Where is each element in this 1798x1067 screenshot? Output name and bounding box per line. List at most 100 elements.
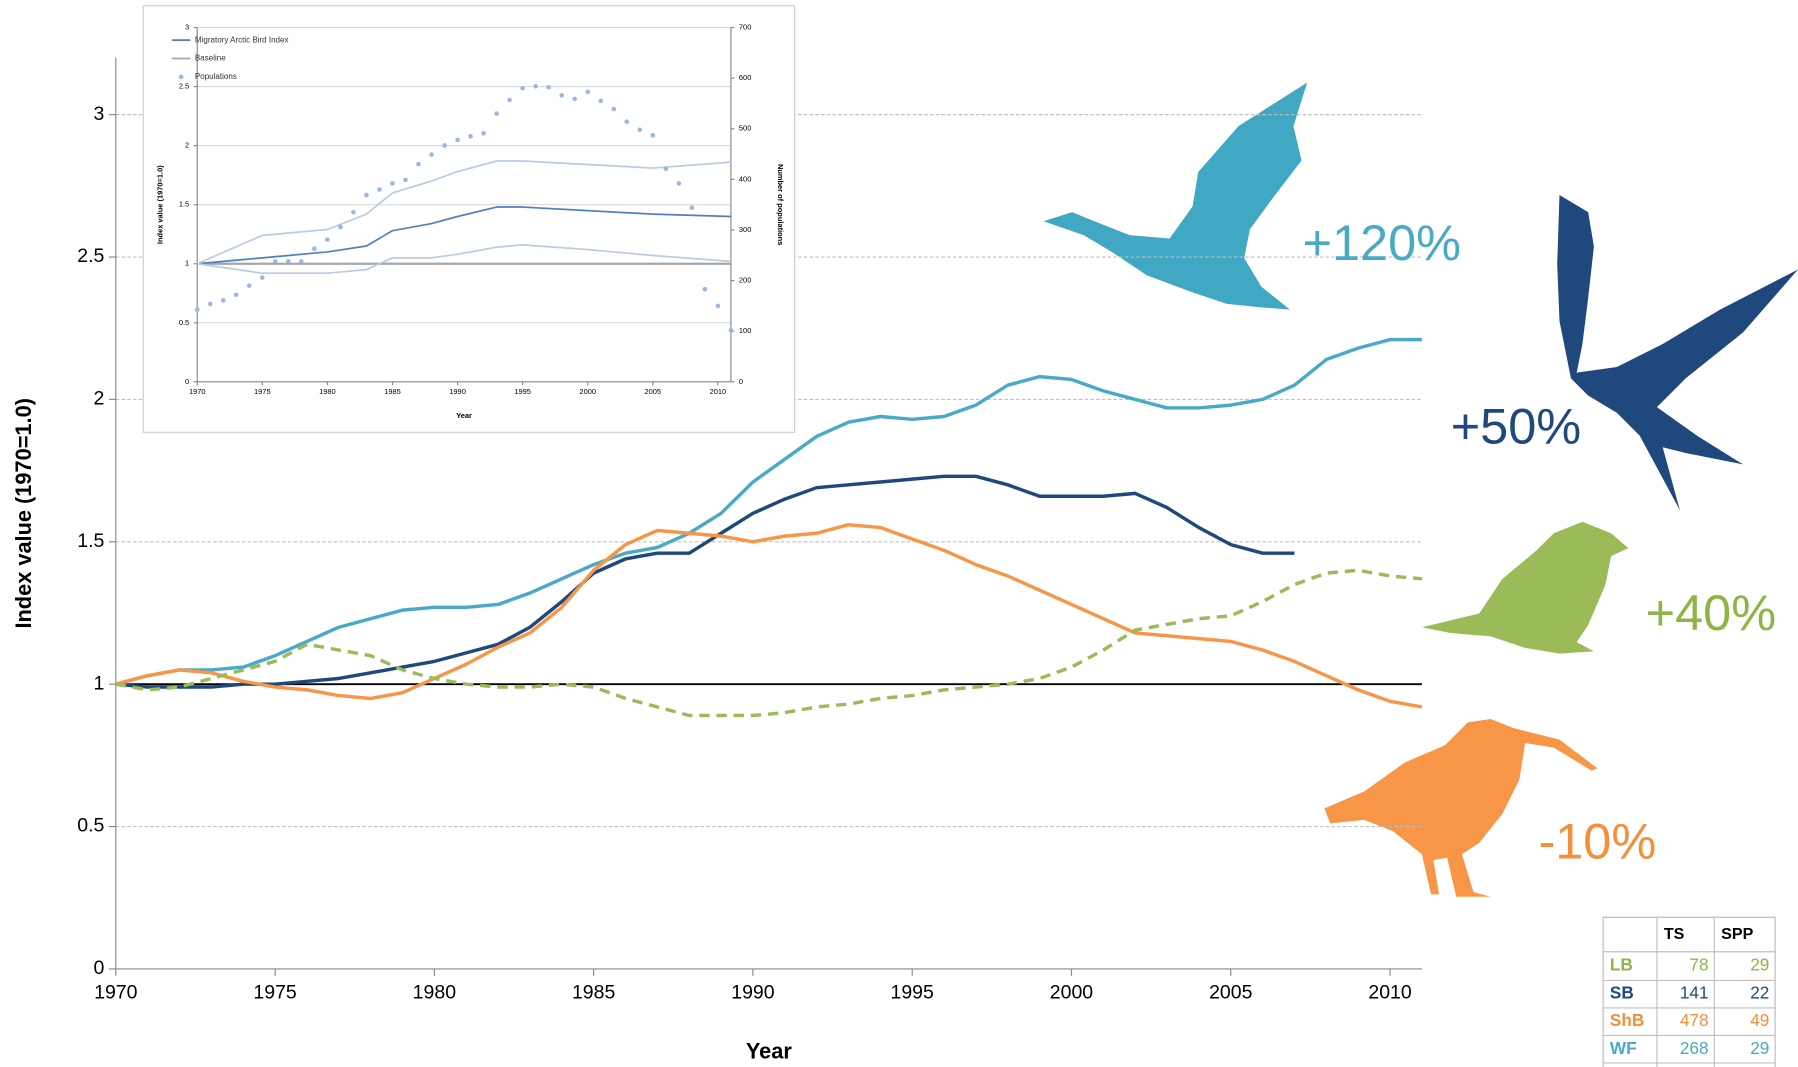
curlew-icon xyxy=(1324,718,1598,897)
x-tick-label: 1985 xyxy=(572,982,616,1004)
y-tick-label: 2 xyxy=(94,388,105,410)
x-tick-label: 1980 xyxy=(413,982,457,1004)
table-cell: 478 xyxy=(1680,1010,1709,1030)
x-tick-label: 2000 xyxy=(1050,982,1094,1004)
y2-tick-label: 500 xyxy=(739,124,751,133)
population-point xyxy=(390,181,395,186)
population-point xyxy=(702,286,708,292)
population-point xyxy=(728,327,734,333)
population-point xyxy=(299,259,304,264)
legend-label: Populations xyxy=(195,72,237,81)
population-point xyxy=(689,205,695,211)
swallow-icon xyxy=(1557,194,1798,511)
x-tick-label: 1990 xyxy=(731,982,775,1004)
y2-tick-label: 0 xyxy=(739,377,743,386)
population-point xyxy=(494,111,499,116)
legend-table: TS SPP LB 78 29 SB 141 22 ShB 478 49 WF 268 29 xyxy=(1602,916,1776,1067)
sparrow-icon xyxy=(1421,521,1629,654)
table-cell: 22 xyxy=(1750,983,1769,1003)
population-point xyxy=(663,166,669,172)
population-point xyxy=(233,292,239,298)
x-axis-title: Year xyxy=(746,1038,793,1063)
y-tick-label: 1.5 xyxy=(179,200,189,209)
table-cell: SB xyxy=(1610,983,1634,1003)
population-point xyxy=(364,192,369,198)
inset-chart: 0 0.5 1 1.5 2 2.5 3 0 100 200 300 400 500 600 700 1970 1… xyxy=(156,22,785,420)
population-point xyxy=(286,259,291,264)
x-tick-label: 1985 xyxy=(384,387,401,396)
table-cell: 268 xyxy=(1680,1038,1709,1058)
population-point xyxy=(715,303,721,309)
x-tick-label: 1995 xyxy=(514,387,531,396)
population-point xyxy=(403,177,408,183)
goose-icon xyxy=(1043,82,1308,310)
y-axis-title: Index value (1970=1.0) xyxy=(156,165,165,244)
population-point xyxy=(559,93,564,98)
population-point xyxy=(351,209,356,215)
x-tick-label: 1975 xyxy=(254,387,271,396)
x-tick-label: 2005 xyxy=(1209,982,1253,1004)
population-point xyxy=(207,301,213,307)
inset-frame xyxy=(142,5,796,433)
y-tick-label: 0.5 xyxy=(77,815,104,837)
x-tick-label: 1990 xyxy=(449,387,466,396)
table-header: SPP xyxy=(1721,925,1753,943)
y-tick-label: 2 xyxy=(185,141,189,150)
population-point xyxy=(481,131,486,136)
population-point xyxy=(194,307,200,312)
population-point xyxy=(624,119,630,124)
table-cell: 29 xyxy=(1750,955,1769,975)
x-tick-label: 2000 xyxy=(579,387,596,396)
legend-label: Baseline xyxy=(195,54,226,63)
x-tick-label: 2010 xyxy=(710,387,727,396)
x-tick-label: 1995 xyxy=(891,982,935,1004)
y2-tick-label: 600 xyxy=(739,73,751,82)
table-cell: 78 xyxy=(1689,955,1708,975)
series-line xyxy=(115,522,1423,709)
x-tick-label: 1970 xyxy=(189,387,206,396)
table-cell: LB xyxy=(1610,955,1633,975)
y-tick-label: 2.5 xyxy=(179,82,189,91)
change-annotation: +40% xyxy=(1646,584,1776,641)
series-line xyxy=(115,337,1422,686)
population-point xyxy=(611,106,617,112)
population-point xyxy=(637,127,643,133)
y2-axis-title: Number of populations xyxy=(776,164,785,245)
x-tick-label: 1975 xyxy=(253,982,297,1004)
series-line xyxy=(115,568,1423,718)
y2-tick-label: 100 xyxy=(739,326,751,335)
table-cell: ShB xyxy=(1610,1010,1644,1030)
population-point xyxy=(220,298,226,303)
population-point xyxy=(533,83,538,89)
y2-tick-label: 200 xyxy=(739,276,751,285)
population-point xyxy=(260,275,265,280)
population-point xyxy=(676,181,682,186)
population-point xyxy=(312,246,317,252)
table-cell: 141 xyxy=(1680,983,1709,1003)
series-line xyxy=(197,243,731,275)
series-line xyxy=(115,474,1295,689)
x-axis-title: Year xyxy=(456,411,472,420)
y-tick-label: 1 xyxy=(185,259,189,268)
population-point xyxy=(455,137,460,143)
population-point xyxy=(468,134,473,139)
y-tick-label: 1.5 xyxy=(77,530,104,552)
y2-tick-label: 700 xyxy=(739,22,751,31)
population-point xyxy=(520,85,525,91)
y-tick-label: 0.5 xyxy=(179,318,189,327)
population-point xyxy=(416,161,421,167)
x-tick-label: 2010 xyxy=(1368,982,1412,1004)
population-point xyxy=(546,84,551,90)
population-point xyxy=(429,152,434,157)
y-tick-label: 0 xyxy=(185,377,189,386)
population-point xyxy=(507,97,512,103)
x-tick-label: 1980 xyxy=(319,387,336,396)
series-line xyxy=(196,160,731,265)
series-line xyxy=(197,206,731,265)
y2-tick-label: 400 xyxy=(739,174,751,183)
population-point xyxy=(572,96,577,102)
population-point xyxy=(325,237,330,242)
population-point xyxy=(598,98,604,104)
